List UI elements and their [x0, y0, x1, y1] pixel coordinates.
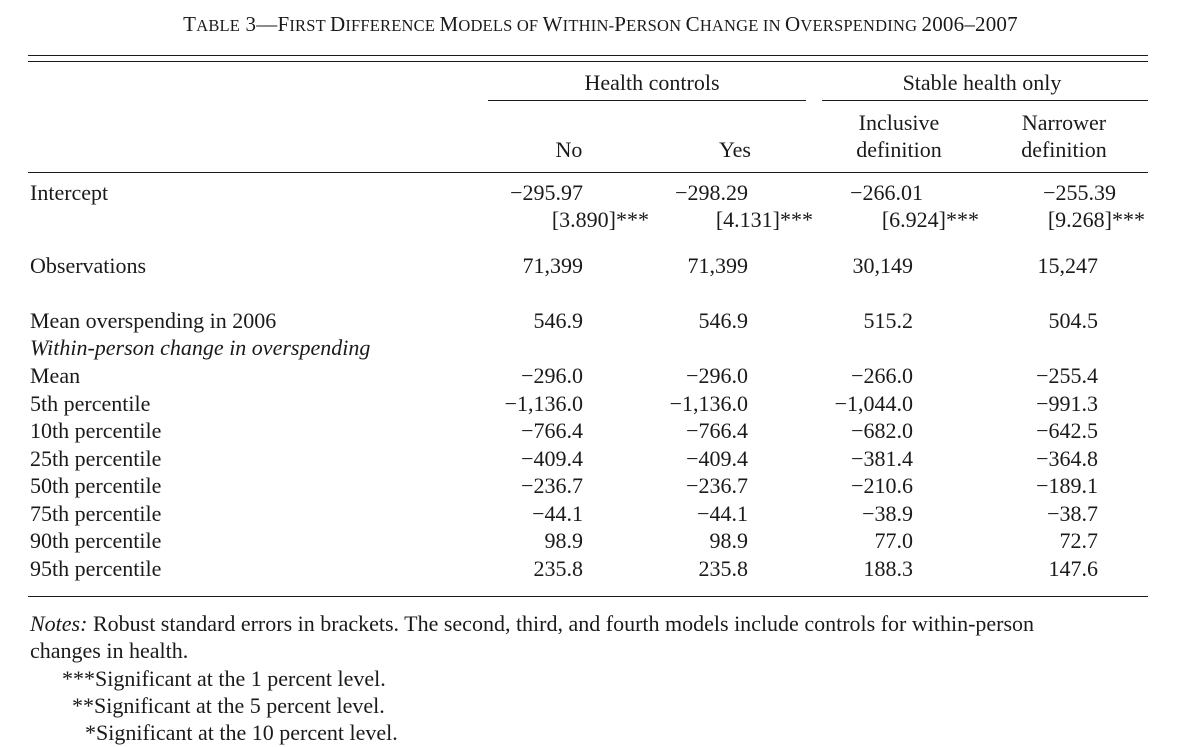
row-label-25th-percentile: 25th percentile — [30, 446, 162, 471]
notes-sig-1pct: ***Significant at the 1 percent level. — [62, 666, 386, 691]
row-label-mean: Mean — [30, 363, 81, 388]
5th-percentile-value-no: −1,136.0 — [504, 391, 583, 416]
col-header-inclusive-1: Inclusive — [858, 110, 940, 135]
mean-2006-value-no: 546.9 — [533, 308, 584, 333]
90th-percentile-value-yes: 98.9 — [709, 528, 749, 553]
intercept-se-inclusive: [6.924]*** — [881, 207, 979, 232]
mean-2006-value-inclusive: 515.2 — [863, 308, 914, 333]
mean-value-no: −296.0 — [521, 363, 583, 388]
intercept-se-no: [3.890]*** — [551, 207, 649, 232]
10th-percentile-value-no: −766.4 — [521, 418, 583, 443]
50th-percentile-value-inclusive: −210.6 — [851, 473, 913, 498]
mean-value-inclusive: −266.0 — [851, 363, 913, 388]
table-title: TABLE 3—FIRST DIFFERENCE MODELS OF WITHI… — [183, 12, 1018, 36]
5th-percentile-value-inclusive: −1,044.0 — [834, 391, 913, 416]
col-header-yes: Yes — [718, 137, 751, 162]
90th-percentile-value-no: 98.9 — [544, 528, 584, 553]
75th-percentile-value-narrower: −38.7 — [1047, 501, 1098, 526]
10th-percentile-value-narrower: −642.5 — [1036, 418, 1098, 443]
row-label-mean-2006: Mean overspending in 2006 — [30, 308, 277, 333]
50th-percentile-value-no: −236.7 — [521, 473, 583, 498]
intercept-value-no: −295.97 — [510, 180, 583, 205]
75th-percentile-value-yes: −44.1 — [697, 501, 748, 526]
25th-percentile-value-yes: −409.4 — [686, 446, 748, 471]
intercept-se-narrower: [9.268]*** — [1047, 207, 1145, 232]
25th-percentile-value-no: −409.4 — [521, 446, 583, 471]
observations-value-inclusive: 30,149 — [852, 253, 914, 278]
observations-value-yes: 71,399 — [687, 253, 749, 278]
mean-value-narrower: −255.4 — [1036, 363, 1098, 388]
notes-lead: Notes: — [30, 611, 88, 636]
row-label-95th-percentile: 95th percentile — [30, 556, 162, 581]
row-label-50th-percentile: 50th percentile — [30, 473, 162, 498]
notes-sig-5pct: **Significant at the 5 percent level. — [72, 693, 385, 718]
25th-percentile-value-narrower: −364.8 — [1036, 446, 1098, 471]
observations-value-no: 71,399 — [522, 253, 584, 278]
mean-2006-value-narrower: 504.5 — [1048, 308, 1099, 333]
group-header-stable-health: Stable health only — [902, 70, 1062, 95]
intercept-value-inclusive: −266.01 — [850, 180, 923, 205]
group-underline-1 — [488, 100, 806, 101]
group-header-health-controls: Health controls — [584, 70, 720, 95]
notes-line-2: changes in health. — [30, 638, 189, 663]
intercept-value-yes: −298.29 — [675, 180, 748, 205]
intercept-se-yes: [4.131]*** — [715, 207, 813, 232]
95th-percentile-value-narrower: 147.6 — [1048, 556, 1099, 581]
table-bottom-rule — [28, 596, 1148, 597]
10th-percentile-value-inclusive: −682.0 — [851, 418, 913, 443]
90th-percentile-value-inclusive: 77.0 — [874, 528, 914, 553]
mean-value-yes: −296.0 — [686, 363, 748, 388]
5th-percentile-value-yes: −1,136.0 — [669, 391, 748, 416]
95th-percentile-value-no: 235.8 — [533, 556, 584, 581]
col-header-narrower-1: Narrower — [1021, 110, 1107, 135]
75th-percentile-value-no: −44.1 — [532, 501, 583, 526]
50th-percentile-value-narrower: −189.1 — [1036, 473, 1098, 498]
group-underline-2 — [822, 100, 1148, 101]
section-label-within-person: Within-person change in overspending — [30, 335, 371, 360]
50th-percentile-value-yes: −236.7 — [686, 473, 748, 498]
10th-percentile-value-yes: −766.4 — [686, 418, 748, 443]
95th-percentile-value-inclusive: 188.3 — [863, 556, 914, 581]
row-label-90th-percentile: 90th percentile — [30, 528, 162, 553]
notes-text-1: Robust standard errors in brackets. The … — [87, 611, 1035, 636]
row-label-10th-percentile: 10th percentile — [30, 418, 162, 443]
observations-value-narrower: 15,247 — [1037, 253, 1099, 278]
95th-percentile-value-yes: 235.8 — [698, 556, 749, 581]
25th-percentile-value-inclusive: −381.4 — [851, 446, 913, 471]
row-label-5th-percentile: 5th percentile — [30, 391, 151, 416]
row-label-75th-percentile: 75th percentile — [30, 501, 162, 526]
col-header-narrower-2: definition — [1021, 137, 1107, 162]
mean-2006-value-yes: 546.9 — [698, 308, 749, 333]
header-bottom-rule — [28, 172, 1148, 173]
intercept-value-narrower: −255.39 — [1043, 180, 1116, 205]
col-header-no: No — [555, 137, 583, 162]
top-rule-2 — [28, 61, 1148, 62]
90th-percentile-value-narrower: 72.7 — [1059, 528, 1099, 553]
row-label-intercept: Intercept — [30, 180, 109, 205]
notes-line-1: Notes: Robust standard errors in bracket… — [30, 611, 1034, 637]
col-header-inclusive-2: definition — [856, 137, 942, 162]
top-rule-1 — [28, 55, 1148, 56]
75th-percentile-value-inclusive: −38.9 — [862, 501, 913, 526]
row-label-observations: Observations — [30, 253, 147, 278]
notes-sig-10pct: *Significant at the 10 percent level. — [85, 720, 398, 745]
5th-percentile-value-narrower: −991.3 — [1036, 391, 1098, 416]
